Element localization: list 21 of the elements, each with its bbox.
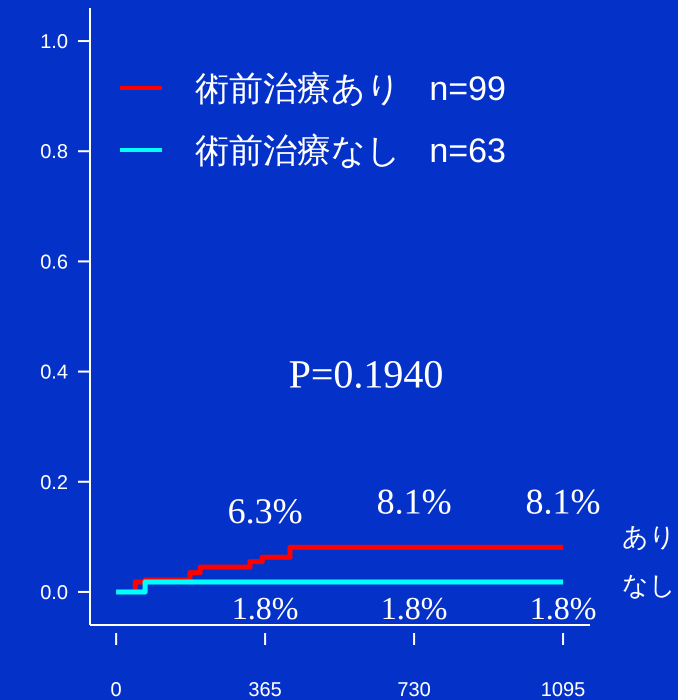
- y-tick-label: 1.0: [40, 31, 68, 54]
- y-tick-label: 0.4: [40, 362, 68, 384]
- annotation: 6.3%: [228, 491, 303, 532]
- annotation: P=0.1940: [288, 352, 444, 397]
- annotation: 8.1%: [376, 481, 452, 522]
- x-tick-label: 0: [110, 679, 122, 700]
- annotation: 1.8%: [530, 590, 596, 626]
- y-tick-label: 0.8: [40, 141, 68, 164]
- x-tick-label: 365: [248, 679, 282, 700]
- annotation: 8.1%: [526, 481, 601, 522]
- annotation: 1.8%: [380, 590, 448, 626]
- legend-label: 術前治療あり n=99: [195, 70, 506, 108]
- x-tick-label: 730: [397, 679, 431, 700]
- annotation: 1.8%: [232, 590, 298, 626]
- legend-label: 術前治療なし n=63: [195, 132, 506, 170]
- text: なし: [622, 570, 676, 600]
- y-tick-label: 0.2: [40, 472, 68, 494]
- x-tick-label: 1095: [540, 679, 586, 700]
- y-tick-label: 0.6: [40, 251, 68, 274]
- text: あり: [622, 521, 676, 552]
- y-tick-label: 0.0: [40, 582, 68, 604]
